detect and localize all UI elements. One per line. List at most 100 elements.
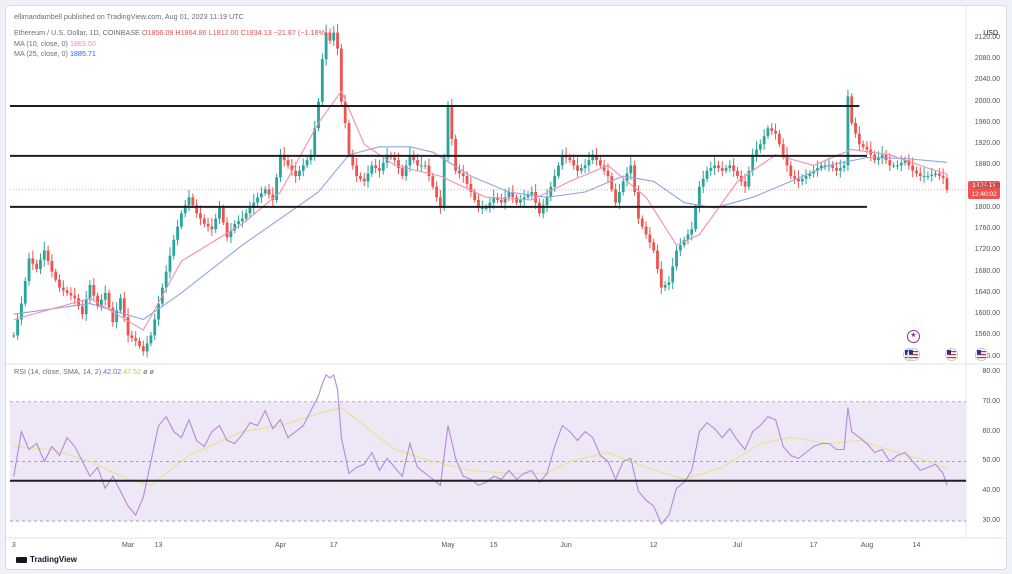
candle-body (301, 165, 305, 171)
candle-body (637, 192, 640, 219)
symbol-legend: Ethereum / U.S. Dollar, 1D, COINBASE O18… (14, 28, 327, 37)
candle-body (263, 189, 267, 194)
us-flag-icon[interactable] (975, 348, 989, 361)
tradingview-logo-icon (16, 556, 27, 563)
candle-body (793, 176, 797, 179)
rsi-value: 42.02 (103, 367, 122, 376)
rsi-extra: ø ø (143, 367, 154, 376)
candle-body (709, 168, 713, 171)
candle-body (831, 165, 835, 169)
candle-body (218, 207, 221, 219)
candle-body (911, 165, 915, 171)
time-tick-label: Jun (560, 542, 572, 549)
candle-body (294, 170, 298, 177)
price-tick-label: 2080.00 (974, 55, 1000, 63)
candle-body (454, 138, 458, 171)
candle-body (412, 154, 416, 161)
candle-body (16, 319, 20, 336)
candle-body (450, 107, 454, 139)
publish-line: ellimandambell published on TradingView.… (14, 12, 244, 21)
candle-body (930, 174, 934, 177)
candle-body (480, 207, 484, 209)
ma25-legend[interactable]: MA (25, close, 0) 1885.71 (14, 49, 96, 58)
candle-body (789, 165, 793, 177)
candle-body (675, 250, 678, 267)
candle-body (610, 176, 614, 190)
candle-body (751, 154, 755, 171)
candle-body (633, 165, 637, 192)
candle-body (164, 271, 168, 288)
candle-body (442, 157, 446, 208)
candle-body (770, 128, 774, 131)
candle-body (907, 160, 911, 166)
price-tick-label: 1640.00 (974, 288, 1000, 296)
candle-body (355, 165, 358, 177)
candle-body (435, 186, 438, 198)
candle-body (138, 340, 141, 347)
candle-body (400, 168, 404, 177)
candle-body (320, 59, 324, 102)
event-star-icon[interactable]: ★ (906, 330, 920, 343)
candle-body (713, 165, 717, 169)
rsi-sma-value: 47.52 (123, 367, 142, 376)
candle-body (515, 197, 518, 203)
rsi-tick-label: 40.00 (982, 487, 1000, 495)
candle-body (797, 178, 800, 182)
candle-body (27, 258, 31, 281)
ohlc-close: C1834.13 (240, 28, 272, 37)
candle-body (621, 181, 625, 192)
candle-body (271, 194, 275, 200)
rsi-tick-label: 30.00 (982, 517, 1000, 525)
ma25-line (13, 146, 948, 321)
candle-body (149, 335, 153, 344)
rsi-legend[interactable]: RSI (14, close, SMA, 14, 2) 42.02 47.52 … (14, 367, 154, 376)
candle-body (141, 346, 145, 352)
candle-body (290, 165, 294, 171)
candle-body (808, 173, 812, 177)
currency-label[interactable]: USD (983, 30, 998, 37)
tradingview-logo[interactable]: TradingView (16, 555, 77, 564)
candle-body (488, 202, 492, 208)
ohlc-high: H1864.86 (175, 28, 207, 37)
candle-body (541, 205, 545, 214)
candle-body (918, 173, 922, 177)
candle-body (88, 284, 92, 300)
candle-body (724, 168, 728, 171)
candle-body (119, 298, 122, 311)
candle-body (58, 279, 61, 288)
chart-canvas[interactable] (6, 6, 1006, 569)
symbol-title: Ethereum / U.S. Dollar, 1D, COINBASE (14, 28, 140, 37)
time-tick-label: May (441, 542, 455, 549)
candle-body (656, 250, 659, 270)
ma10-value: 1863.50 (69, 39, 96, 48)
time-tick-label: 17 (329, 542, 338, 549)
candle-body (370, 165, 374, 174)
candle-body (614, 189, 617, 203)
us-flag-icon[interactable] (906, 348, 920, 361)
candle-body (122, 298, 126, 317)
candle-body (286, 160, 290, 166)
ma10-legend[interactable]: MA (10, close, 0) 1863.50 (14, 39, 96, 48)
candle-body (861, 144, 865, 147)
candle-body (446, 107, 450, 158)
us-flag-icon[interactable] (944, 348, 958, 361)
candle-body (640, 218, 644, 227)
candle-body (553, 176, 557, 187)
candle-body (598, 160, 602, 166)
candle-body (816, 168, 819, 171)
candle-body (145, 343, 149, 352)
price-tick-label: 1560.00 (974, 331, 1000, 339)
candle-body (579, 168, 583, 171)
candle-body (252, 202, 256, 208)
candle-body (343, 101, 347, 123)
candle-body (804, 176, 808, 179)
time-tick-label: 17 (809, 542, 818, 549)
candle-body (168, 255, 172, 272)
ma10-label: MA (10, close, 0) (14, 39, 68, 48)
rsi-tick-label: 50.00 (982, 457, 1000, 465)
candle-body (686, 234, 690, 240)
price-tick-label: 1800.00 (974, 203, 1000, 211)
ma25-label: MA (25, close, 0) (14, 49, 68, 58)
candle-body (179, 213, 183, 227)
candle-body (922, 176, 926, 178)
